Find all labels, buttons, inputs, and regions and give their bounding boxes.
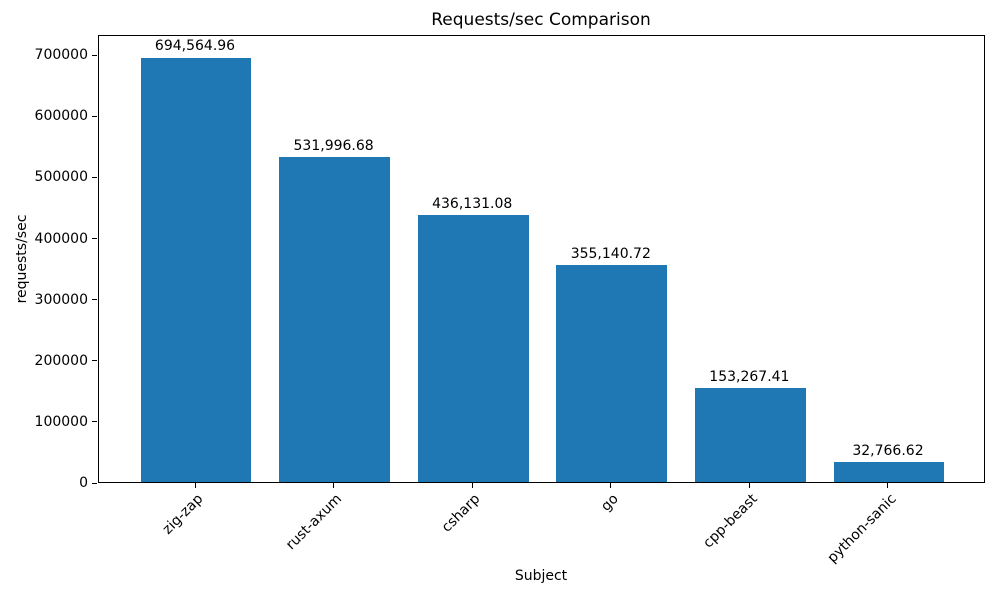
bar-zig-zap — [140, 57, 252, 482]
y-tick-mark — [92, 360, 97, 362]
y-tick-label: 100000 — [34, 413, 88, 430]
y-tick-label: 200000 — [34, 352, 88, 369]
bar-value-label: 355,140.72 — [570, 245, 651, 262]
x-tick-label-text: rust-axum — [282, 491, 345, 554]
bar-value-label: 32,766.62 — [852, 442, 924, 459]
y-tick-mark — [92, 421, 97, 423]
bar-value-label: 436,131.08 — [432, 196, 513, 213]
x-tick-mark — [194, 483, 196, 488]
y-tick-mark — [92, 54, 97, 56]
plot-area — [98, 35, 985, 483]
bar-value-label: 153,267.41 — [709, 369, 790, 386]
x-tick-mark — [471, 483, 473, 488]
x-tick-mark — [748, 483, 750, 488]
y-tick-label: 400000 — [34, 230, 88, 247]
y-tick-mark — [92, 238, 97, 240]
y-tick-label: 600000 — [34, 108, 88, 125]
x-tick-mark — [610, 483, 612, 488]
x-axis-label: Subject — [514, 568, 568, 584]
y-tick-mark — [92, 115, 97, 117]
y-tick-label: 500000 — [34, 169, 88, 186]
y-tick-mark — [92, 176, 97, 178]
bar-cpp-beast — [694, 388, 806, 482]
x-tick-label-text: go — [598, 491, 623, 515]
chart-title: Requests/sec Comparison — [431, 10, 651, 30]
y-tick-mark — [92, 482, 97, 484]
bar-csharp — [417, 215, 529, 482]
y-tick-label: 700000 — [34, 47, 88, 64]
x-tick-label-text: csharp — [438, 491, 484, 536]
y-tick-mark — [92, 299, 97, 301]
y-axis-label: requests/sec — [14, 214, 30, 304]
x-tick-label-text: cpp-beast — [700, 491, 761, 552]
x-tick-mark — [887, 483, 889, 488]
bar-value-label: 531,996.68 — [293, 137, 374, 154]
bar-python-sanic — [833, 461, 945, 482]
x-tick-label-text: python-sanic — [824, 491, 900, 567]
bar-rust-axum — [279, 156, 391, 482]
bar-go — [556, 264, 668, 482]
y-tick-label: 300000 — [34, 291, 88, 308]
x-tick-label-text: zig-zap — [159, 491, 207, 538]
x-tick-mark — [333, 483, 335, 488]
bar-value-label: 694,564.96 — [154, 38, 236, 55]
y-tick-label: 0 — [79, 475, 88, 491]
